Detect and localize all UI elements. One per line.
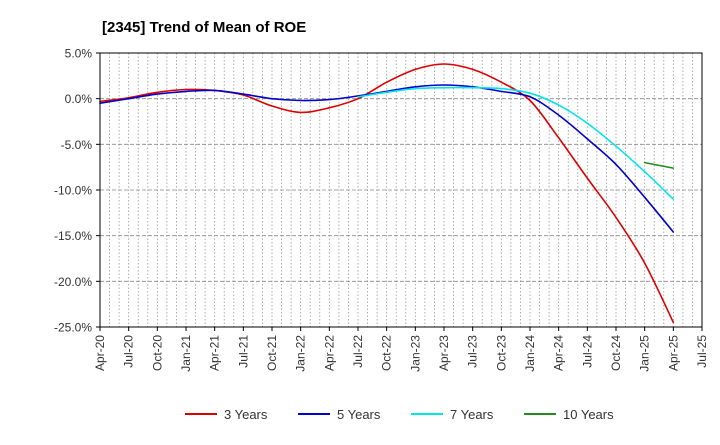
y-tick-label: -10.0% [54, 184, 92, 198]
series-line-10-years [643, 161, 675, 169]
x-axis-ticks: Apr-20 Jul-20 Oct-20 Jan-21 Apr-21 Jul-21 Oct-… [93, 327, 709, 372]
series-line-3-years [99, 63, 675, 324]
x-tick-label: Jan-21 [179, 335, 193, 372]
series-line-7-years [357, 86, 675, 200]
x-tick-label: Jan-23 [408, 335, 422, 372]
x-tick-label: Apr-23 [437, 335, 451, 371]
y-tick-label: -15.0% [54, 229, 92, 243]
x-tick-label: Apr-22 [322, 335, 336, 371]
x-tick-label: Oct-24 [609, 335, 623, 371]
x-tick-label: Apr-20 [93, 335, 107, 371]
legend-label-7-years: 7 Years [450, 407, 494, 422]
y-tick-label: -20.0% [54, 275, 92, 289]
x-tick-label: Oct-20 [150, 335, 164, 371]
x-tick-label: Jul-22 [351, 335, 365, 368]
x-tick-label: Jan-25 [638, 335, 652, 372]
series-line-5-years [99, 84, 675, 233]
x-tick-label: Jul-25 [695, 335, 709, 368]
x-tick-label: Jul-20 [122, 335, 136, 368]
x-tick-label: Jan-24 [523, 335, 537, 372]
x-tick-label: Apr-25 [666, 335, 680, 371]
y-axis-ticks: 5.0% 0.0% -5.0% -10.0% -15.0% -20.0% -25.0% [54, 47, 100, 335]
x-tick-label: Oct-21 [265, 335, 279, 371]
x-tick-label: Jul-24 [580, 335, 594, 368]
x-tick-label: Apr-21 [208, 335, 222, 371]
y-tick-label: -5.0% [61, 138, 93, 152]
legend: 3 Years 5 Years 7 Years 10 Years [185, 407, 614, 422]
x-tick-label: Apr-24 [552, 335, 566, 371]
legend-label-5-years: 5 Years [337, 407, 381, 422]
chart-title: [2345] Trend of Mean of ROE [102, 19, 306, 36]
y-tick-label: 5.0% [65, 47, 93, 61]
x-tick-label: Jul-21 [236, 335, 250, 368]
series-layer [99, 63, 675, 324]
y-tick-label: 0.0% [65, 92, 93, 106]
legend-label-10-years: 10 Years [563, 407, 614, 422]
x-tick-label: Oct-23 [494, 335, 508, 371]
y-tick-label: -25.0% [54, 321, 92, 335]
x-tick-label: Jan-22 [294, 335, 308, 372]
x-tick-label: Oct-22 [380, 335, 394, 371]
grid [100, 53, 702, 327]
x-tick-label: Jul-23 [466, 335, 480, 368]
legend-label-3-years: 3 Years [224, 407, 268, 422]
